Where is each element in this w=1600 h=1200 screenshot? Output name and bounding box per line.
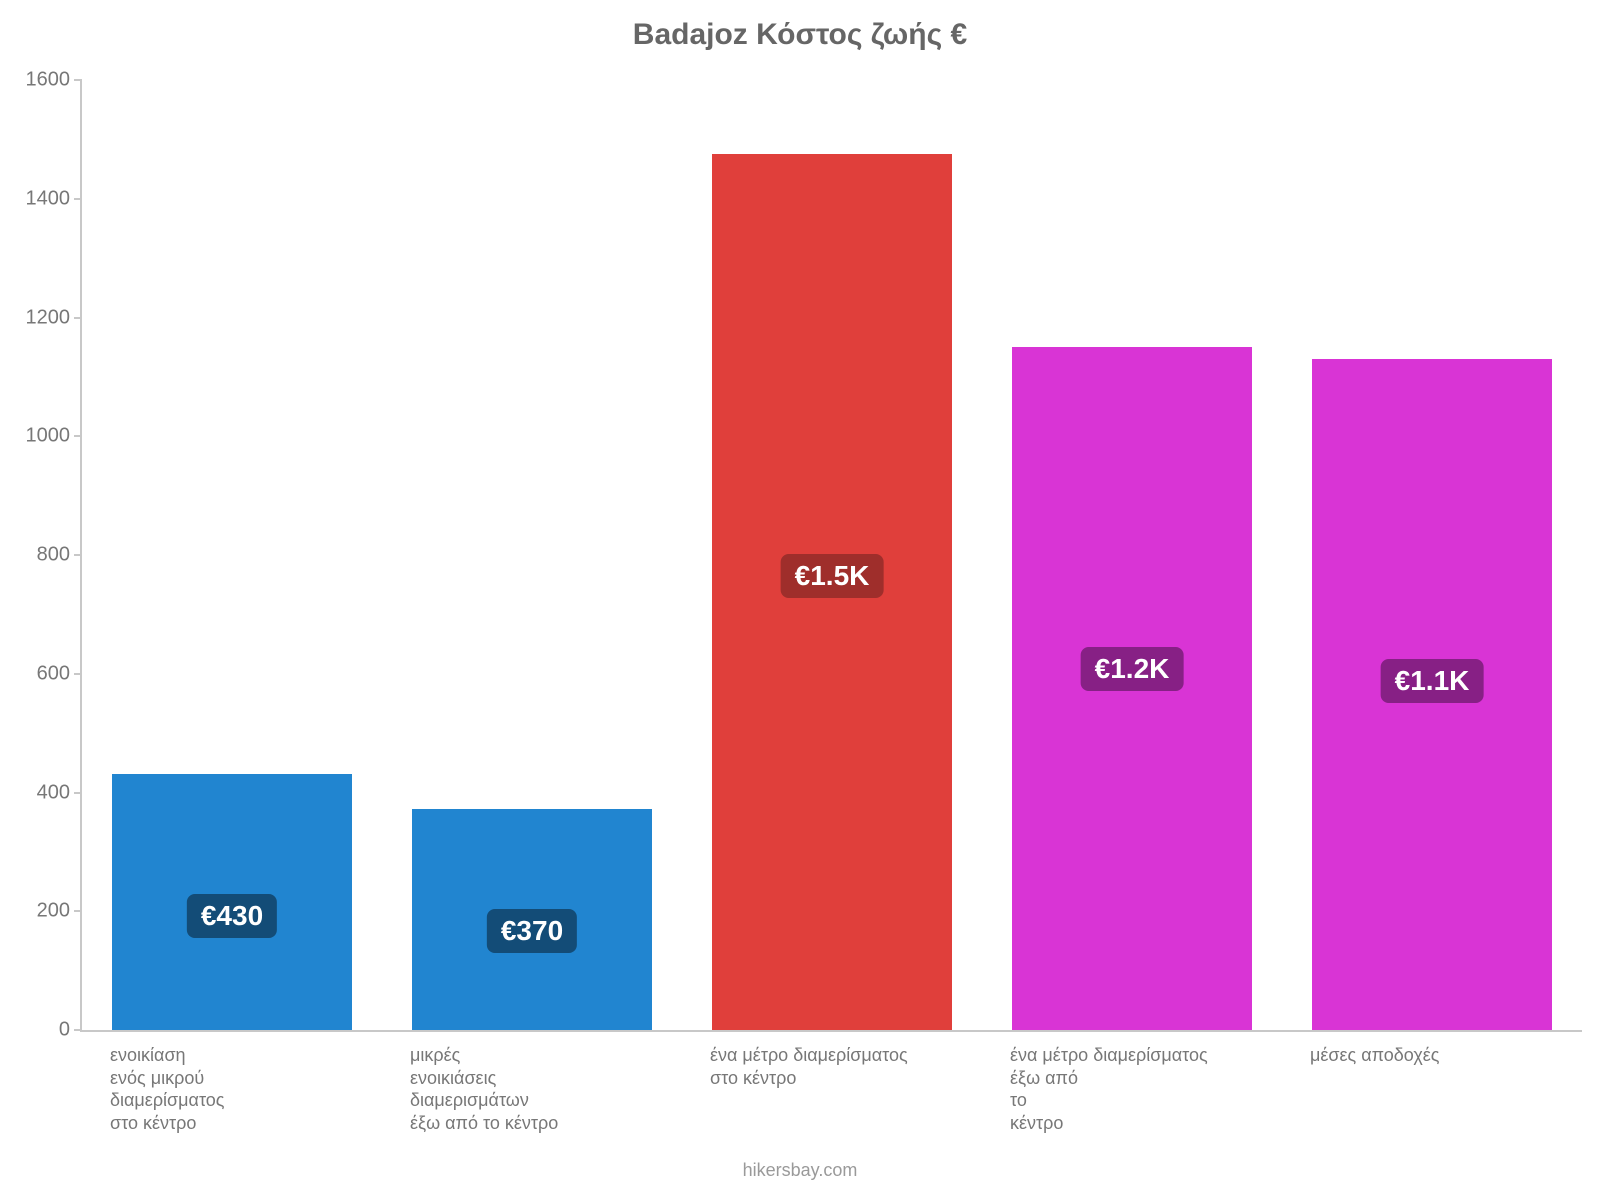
y-tick-mark xyxy=(74,1029,82,1031)
chart-title: Badajoz Κόστος ζωής € xyxy=(0,18,1600,52)
y-tick-mark xyxy=(74,673,82,675)
y-tick-mark xyxy=(74,554,82,556)
value-badge: €370 xyxy=(487,909,577,953)
bar: €1.5K xyxy=(712,154,952,1030)
bar: €1.1K xyxy=(1312,359,1552,1030)
x-category-label: ένα μέτρο διαμερίσματος στο κέντρο xyxy=(710,1044,950,1089)
y-tick-mark xyxy=(74,910,82,912)
value-badge: €1.2K xyxy=(1081,647,1184,691)
chart-footer: hikersbay.com xyxy=(0,1160,1600,1181)
x-category-label: μικρές ενοικιάσεις διαμερισμάτων έξω από… xyxy=(410,1044,650,1134)
plot-area: 02004006008001000120014001600€430€370€1.… xyxy=(80,80,1582,1032)
y-tick-mark xyxy=(74,79,82,81)
y-tick-mark xyxy=(74,435,82,437)
y-tick-mark xyxy=(74,198,82,200)
x-category-label: ένα μέτρο διαμερίσματος έξω από το κέντρ… xyxy=(1010,1044,1250,1134)
value-badge: €1.5K xyxy=(781,554,884,598)
bar: €370 xyxy=(412,809,652,1030)
bar: €1.2K xyxy=(1012,347,1252,1030)
x-category-label: ενοικίαση ενός μικρού διαμερίσματος στο … xyxy=(110,1044,350,1134)
value-badge: €1.1K xyxy=(1381,659,1484,703)
cost-of-living-chart: Badajoz Κόστος ζωής € 020040060080010001… xyxy=(0,0,1600,1200)
value-badge: €430 xyxy=(187,894,277,938)
y-tick-mark xyxy=(74,792,82,794)
bar: €430 xyxy=(112,774,352,1031)
y-tick-mark xyxy=(74,317,82,319)
x-category-label: μέσες αποδοχές xyxy=(1310,1044,1550,1067)
